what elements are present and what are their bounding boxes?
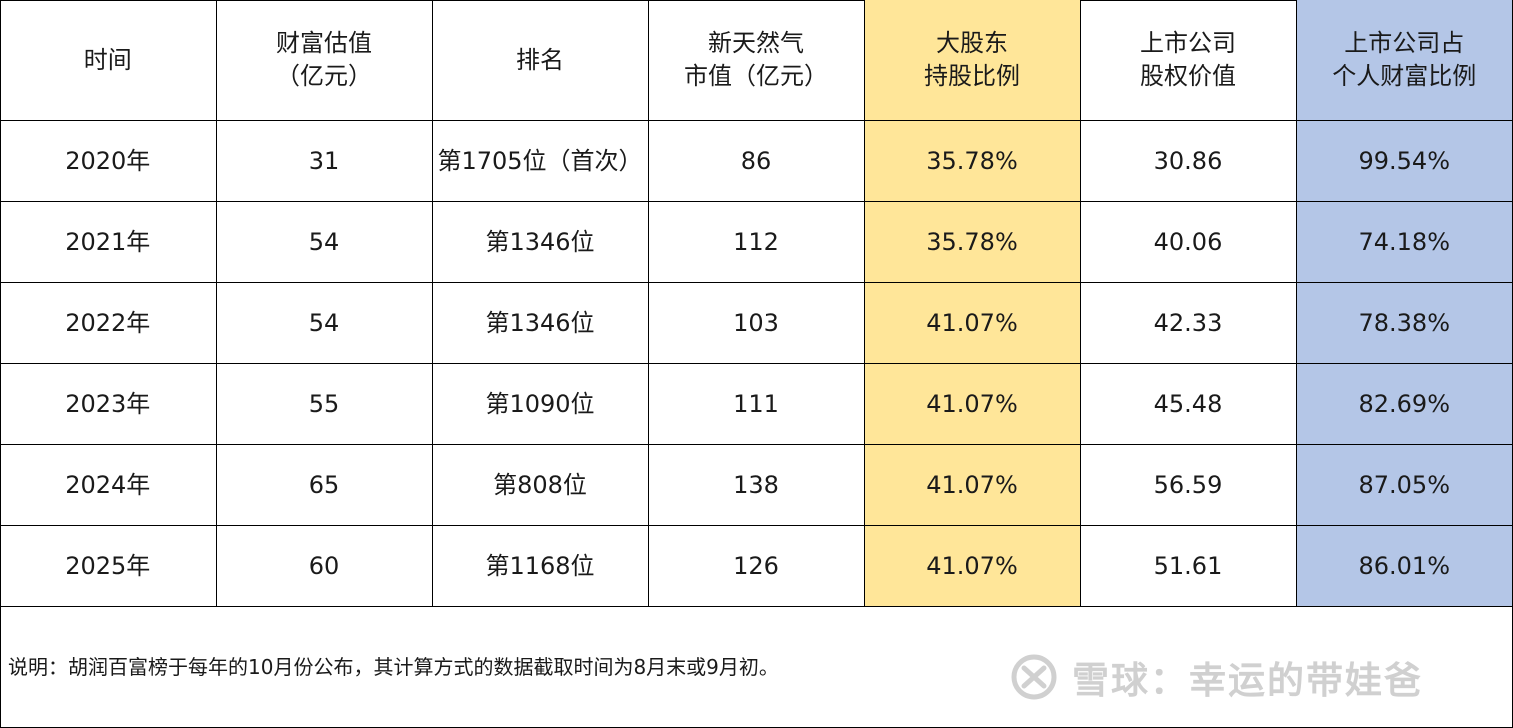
table-row: 2020年 31 第1705位（首次） 86 35.78% 30.86 99.5… xyxy=(0,120,1512,202)
data-table: 时间 财富估值 （亿元） 排名 新天然气 市值（亿元） 大股东 持股比例 上市公… xyxy=(0,0,1512,607)
cell-wealth: 60 xyxy=(215,525,433,607)
cell-wealth: 54 xyxy=(215,282,433,364)
cell-year: 2021年 xyxy=(0,201,217,283)
cell-year: 2025年 xyxy=(0,525,217,607)
table-row: 2023年 55 第1090位 111 41.07% 45.48 82.69% xyxy=(0,363,1512,445)
cell-market-cap: 138 xyxy=(647,444,865,526)
snowball-logo-icon xyxy=(1011,654,1057,700)
watermark-text: 雪球：幸运的带娃爸 xyxy=(1072,659,1423,702)
cell-shareholding: 41.07% xyxy=(863,444,1081,526)
cell-shareholding: 41.07% xyxy=(863,525,1081,607)
header-equity-value: 上市公司 股权价值 xyxy=(1079,0,1297,121)
table-row: 2024年 65 第808位 138 41.07% 56.59 87.05% xyxy=(0,444,1512,526)
header-line: 持股比例 xyxy=(924,62,1020,90)
watermark: 雪球：幸运的带娃爸 xyxy=(1010,650,1423,704)
cell-rank: 第1168位 xyxy=(431,525,649,607)
header-line: 财富估值 xyxy=(276,29,372,57)
header-line: （亿元） xyxy=(276,62,372,90)
cell-wealth: 65 xyxy=(215,444,433,526)
cell-rank: 第1090位 xyxy=(431,363,649,445)
header-line: 大股东 xyxy=(936,29,1008,57)
header-line: 个人财富比例 xyxy=(1332,62,1477,90)
cell-equity-value: 45.48 xyxy=(1079,363,1297,445)
cell-equity-value: 56.59 xyxy=(1079,444,1297,526)
header-market-cap: 新天然气 市值（亿元） xyxy=(647,0,865,121)
cell-wealth-ratio: 74.18% xyxy=(1295,201,1512,283)
header-line: 上市公司 xyxy=(1140,29,1236,57)
table-row: 2021年 54 第1346位 112 35.78% 40.06 74.18% xyxy=(0,201,1512,283)
cell-wealth-ratio: 78.38% xyxy=(1295,282,1512,364)
cell-shareholding: 35.78% xyxy=(863,120,1081,202)
table-row: 2022年 54 第1346位 103 41.07% 42.33 78.38% xyxy=(0,282,1512,364)
cell-wealth-ratio: 82.69% xyxy=(1295,363,1512,445)
header-line: 时间 xyxy=(83,45,132,74)
cell-market-cap: 112 xyxy=(647,201,865,283)
cell-market-cap: 103 xyxy=(647,282,865,364)
header-line: 股权价值 xyxy=(1140,62,1236,90)
cell-shareholding: 41.07% xyxy=(863,282,1081,364)
cell-rank: 第808位 xyxy=(431,444,649,526)
cell-wealth-ratio: 86.01% xyxy=(1295,525,1512,607)
cell-rank: 第1346位 xyxy=(431,201,649,283)
cell-wealth-ratio: 99.54% xyxy=(1295,120,1512,202)
header-wealth-ratio: 上市公司占 个人财富比例 xyxy=(1295,0,1512,121)
header-line: 上市公司占 xyxy=(1344,29,1465,57)
cell-rank: 第1705位（首次） xyxy=(431,120,649,202)
header-line: 新天然气 xyxy=(708,29,804,57)
header-wealth: 财富估值 （亿元） xyxy=(215,0,433,121)
table-row: 2025年 60 第1168位 126 41.07% 51.61 86.01% xyxy=(0,525,1512,607)
header-line: 排名 xyxy=(516,45,564,74)
cell-year: 2020年 xyxy=(0,120,217,202)
cell-rank: 第1346位 xyxy=(431,282,649,364)
cell-year: 2023年 xyxy=(0,363,217,445)
cell-shareholding: 35.78% xyxy=(863,201,1081,283)
cell-wealth: 54 xyxy=(215,201,433,283)
header-time: 时间 xyxy=(0,0,217,121)
cell-equity-value: 51.61 xyxy=(1079,525,1297,607)
header-shareholding: 大股东 持股比例 xyxy=(863,0,1081,121)
header-rank: 排名 xyxy=(431,0,649,121)
cell-wealth-ratio: 87.05% xyxy=(1295,444,1512,526)
cell-year: 2022年 xyxy=(0,282,217,364)
cell-market-cap: 126 xyxy=(647,525,865,607)
cell-wealth: 31 xyxy=(215,120,433,202)
cell-market-cap: 86 xyxy=(647,120,865,202)
footnote: 说明：胡润百富榜于每年的10月份公布，其计算方式的数据截取时间为8月末或9月初。 xyxy=(8,655,779,679)
header-line: 市值（亿元） xyxy=(684,62,828,90)
cell-wealth: 55 xyxy=(215,363,433,445)
cell-year: 2024年 xyxy=(0,444,217,526)
header-row: 时间 财富估值 （亿元） 排名 新天然气 市值（亿元） 大股东 持股比例 上市公… xyxy=(0,0,1512,121)
cell-shareholding: 41.07% xyxy=(863,363,1081,445)
cell-market-cap: 111 xyxy=(647,363,865,445)
cell-equity-value: 40.06 xyxy=(1079,201,1297,283)
cell-equity-value: 30.86 xyxy=(1079,120,1297,202)
cell-equity-value: 42.33 xyxy=(1079,282,1297,364)
